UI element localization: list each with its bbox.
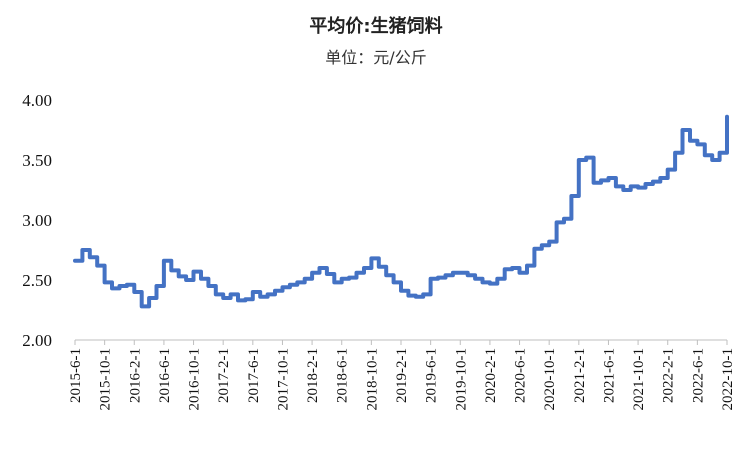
x-tick-label: 2017-6-1 bbox=[246, 348, 262, 403]
x-tick-label: 2017-10-1 bbox=[275, 348, 291, 411]
x-tick-label: 2019-6-1 bbox=[424, 348, 440, 403]
x-tick-label: 2021-2-1 bbox=[572, 348, 588, 403]
x-tick-label: 2022-10-1 bbox=[720, 348, 736, 411]
y-tick-label: 4.00 bbox=[22, 91, 52, 110]
x-tick-label: 2022-6-1 bbox=[690, 348, 706, 403]
x-tick-label: 2018-2-1 bbox=[305, 348, 321, 403]
y-tick-label: 3.50 bbox=[22, 151, 52, 170]
x-tick-label: 2018-6-1 bbox=[335, 348, 351, 403]
chart-subtitle: 单位：元/公斤 bbox=[325, 48, 427, 67]
x-tick-label: 2015-6-1 bbox=[68, 348, 84, 403]
x-tick-label: 2022-2-1 bbox=[661, 348, 677, 403]
x-tick-label: 2017-2-1 bbox=[216, 348, 232, 403]
x-tick-label: 2015-10-1 bbox=[98, 348, 114, 411]
x-tick-label: 2016-10-1 bbox=[187, 348, 203, 411]
x-tick-label: 2020-10-1 bbox=[542, 348, 558, 411]
x-tick-label: 2021-10-1 bbox=[631, 348, 647, 411]
x-tick-label: 2021-6-1 bbox=[601, 348, 617, 403]
x-tick-label: 2019-10-1 bbox=[453, 348, 469, 411]
x-tick-label: 2020-2-1 bbox=[483, 348, 499, 403]
x-tick-label: 2020-6-1 bbox=[513, 348, 529, 403]
y-tick-label: 2.50 bbox=[22, 271, 52, 290]
x-tick-label: 2016-2-1 bbox=[127, 348, 143, 403]
x-tick-label: 2018-10-1 bbox=[364, 348, 380, 411]
x-tick-label: 2016-6-1 bbox=[157, 348, 173, 403]
x-tick-label: 2019-2-1 bbox=[394, 348, 410, 403]
y-tick-label: 3.00 bbox=[22, 211, 52, 230]
y-tick-label: 2.00 bbox=[22, 331, 52, 350]
series-line bbox=[73, 114, 729, 309]
chart-title: 平均价:生猪饲料 bbox=[309, 16, 443, 37]
